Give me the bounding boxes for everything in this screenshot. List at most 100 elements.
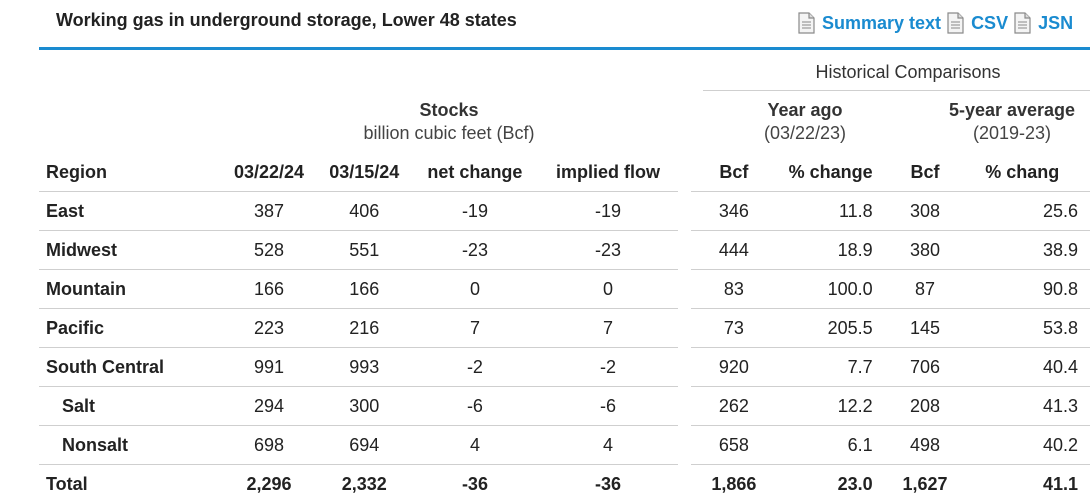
value-cell: 166 (221, 269, 317, 309)
table-row: South Central 991 993 -2 -2 920 7.7 706 40.4 (39, 347, 1090, 387)
csv-link[interactable]: CSV (946, 12, 1008, 34)
value-cell: 308 (884, 191, 966, 231)
value-cell: 528 (221, 230, 317, 270)
region-cell: Total (46, 473, 88, 494)
column-gap (678, 270, 691, 309)
column-gap (678, 153, 691, 192)
historical-divider (703, 90, 1090, 91)
table-row: East 387 406 -19 -19 346 11.8 308 25.6 (39, 191, 1090, 231)
table-row: Pacific 223 216 7 7 73 205.5 145 53.8 (39, 308, 1090, 348)
table-row: Midwest 528 551 -23 -23 444 18.9 380 38.9 (39, 230, 1090, 270)
document-icon (1014, 12, 1031, 34)
column-header-region: Region (39, 153, 222, 192)
value-cell: 706 (884, 347, 966, 387)
value-cell: 262 (691, 386, 777, 426)
value-cell: 444 (691, 230, 777, 270)
value-cell: 920 (691, 347, 777, 387)
value-cell: 100.0 (776, 269, 885, 309)
table-row: Nonsalt 698 694 4 4 658 6.1 498 40.2 (39, 425, 1090, 465)
document-icon (798, 12, 815, 34)
region-cell: Pacific (39, 308, 222, 348)
column-header-implied-flow: implied flow (538, 153, 678, 192)
value-cell: 346 (691, 191, 777, 231)
value-cell: 40.2 (965, 425, 1090, 465)
five-year-subtitle: (2019-23) (972, 123, 1052, 143)
column-gap (678, 348, 691, 387)
storage-table: Region 03/22/24 03/15/24 net change impl… (39, 153, 1090, 495)
column-header-row: Region 03/22/24 03/15/24 net change impl… (39, 153, 1090, 192)
region-cell: Salt (39, 386, 222, 426)
table-row: Salt 294 300 -6 -6 262 12.2 208 41.3 (39, 386, 1090, 426)
column-header-five-year-pct: % chang (965, 153, 1090, 192)
column-header-week1: 03/22/24 (221, 153, 317, 192)
value-cell: 387 (221, 191, 317, 231)
region-cell: Mountain (39, 269, 222, 309)
value-cell: 38.9 (965, 230, 1090, 270)
year-ago-title: Year ago (767, 100, 843, 120)
value-cell: 90.8 (965, 269, 1090, 309)
five-year-group-header: 5-year average (2019-23) (912, 99, 1090, 145)
summary-text-link[interactable]: Summary text (797, 12, 941, 34)
value-cell: 7.7 (776, 347, 885, 387)
value-cell: 0 (411, 269, 539, 309)
total-row: Total 2,296 2,332 -36 -36 1,866 23.0 1,627 41.1 (39, 465, 1090, 495)
value-cell: 11.8 (776, 191, 885, 231)
value-cell: 6.1 (776, 425, 885, 465)
value-cell: 25.6 (965, 191, 1090, 231)
summary-text-label: Summary text (822, 12, 942, 33)
value-cell: 83 (691, 269, 777, 309)
value-cell: 223 (221, 308, 317, 348)
header-divider (39, 47, 1090, 50)
value-cell: 205.5 (776, 308, 885, 348)
value-cell: 73 (691, 308, 777, 348)
value-cell: 53.8 (965, 308, 1090, 348)
stocks-title: Stocks (419, 100, 479, 120)
value-cell: 7 (411, 308, 539, 348)
column-header-five-year-bcf: Bcf (884, 153, 966, 192)
value-cell: -6 (411, 386, 539, 426)
json-label: JSN (1038, 12, 1074, 33)
value-cell: -36 (594, 473, 621, 494)
value-cell: -2 (538, 347, 678, 387)
value-cell: 406 (316, 191, 412, 231)
column-header-year-ago-pct: % change (776, 153, 885, 192)
document-icon (947, 12, 964, 34)
region-cell: South Central (39, 347, 222, 387)
column-header-week2: 03/15/24 (316, 153, 412, 192)
value-cell: 698 (221, 425, 317, 465)
value-cell: 40.4 (965, 347, 1090, 387)
column-header-year-ago-bcf: Bcf (691, 153, 777, 192)
value-cell: 498 (884, 425, 966, 465)
column-gap (678, 465, 691, 495)
year-ago-group-header: Year ago (03/22/23) (705, 99, 905, 145)
value-cell: 991 (221, 347, 317, 387)
year-ago-subtitle: (03/22/23) (763, 123, 847, 143)
value-cell: 4 (411, 425, 539, 465)
json-link[interactable]: JSN (1013, 12, 1073, 34)
value-cell: -36 (461, 473, 488, 494)
region-cell: Midwest (39, 230, 222, 270)
stocks-group-header: Stocks billion cubic feet (Bcf) (349, 99, 549, 145)
value-cell: 18.9 (776, 230, 885, 270)
value-cell: 993 (316, 347, 412, 387)
value-cell: 41.1 (1042, 473, 1078, 494)
value-cell: 7 (538, 308, 678, 348)
region-cell: Nonsalt (39, 425, 222, 465)
column-gap (678, 309, 691, 348)
region-cell: East (39, 191, 222, 231)
value-cell: 658 (691, 425, 777, 465)
value-cell: 300 (316, 386, 412, 426)
csv-label: CSV (971, 12, 1009, 33)
value-cell: 23.0 (837, 473, 873, 494)
value-cell: 2,332 (341, 473, 387, 494)
value-cell: 1,627 (902, 473, 948, 494)
column-gap (678, 387, 691, 426)
value-cell: 380 (884, 230, 966, 270)
value-cell: 208 (884, 386, 966, 426)
stocks-subtitle: billion cubic feet (Bcf) (363, 123, 535, 143)
value-cell: 551 (316, 230, 412, 270)
value-cell: 12.2 (776, 386, 885, 426)
column-gap (678, 192, 691, 231)
value-cell: 87 (884, 269, 966, 309)
